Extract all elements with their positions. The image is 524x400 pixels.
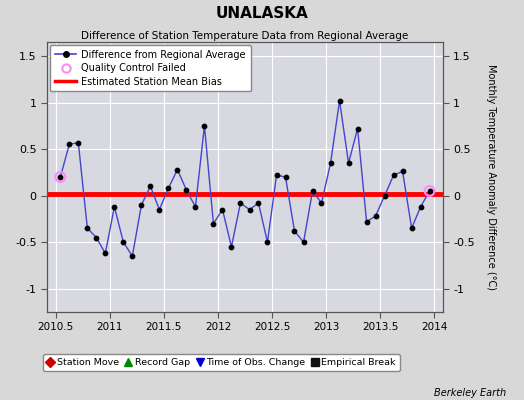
Point	[200, 122, 209, 129]
Point	[254, 200, 263, 206]
Point	[335, 98, 344, 104]
Point	[191, 204, 200, 210]
Point	[56, 174, 64, 180]
Point	[74, 139, 82, 146]
Point	[281, 174, 290, 180]
Point	[326, 160, 335, 166]
Point	[272, 172, 281, 178]
Point	[182, 187, 191, 193]
Point	[290, 228, 299, 234]
Point	[219, 206, 227, 213]
Point	[92, 234, 101, 241]
Point	[110, 204, 118, 210]
Y-axis label: Monthly Temperature Anomaly Difference (°C): Monthly Temperature Anomaly Difference (…	[486, 64, 496, 290]
Point	[56, 174, 64, 180]
Point	[425, 188, 434, 194]
Point	[209, 220, 217, 227]
Text: UNALASKA: UNALASKA	[215, 6, 309, 21]
Point	[344, 160, 353, 166]
Point	[408, 225, 416, 232]
Title: Difference of Station Temperature Data from Regional Average: Difference of Station Temperature Data f…	[81, 31, 409, 41]
Point	[65, 141, 73, 148]
Point	[425, 188, 434, 194]
Point	[128, 253, 137, 259]
Point	[398, 168, 407, 175]
Point	[137, 202, 146, 208]
Point	[353, 125, 362, 132]
Point	[146, 183, 155, 190]
Point	[372, 213, 380, 219]
Point	[173, 166, 182, 173]
Point	[245, 206, 254, 213]
Point	[236, 200, 245, 206]
Legend: Station Move, Record Gap, Time of Obs. Change, Empirical Break: Station Move, Record Gap, Time of Obs. C…	[43, 354, 400, 371]
Point	[308, 188, 316, 194]
Point	[101, 250, 110, 256]
Point	[227, 244, 236, 250]
Point	[164, 185, 172, 191]
Point	[417, 204, 425, 210]
Point	[389, 172, 398, 178]
Point	[299, 239, 308, 245]
Point	[363, 218, 371, 225]
Point	[155, 206, 163, 213]
Point	[263, 239, 271, 245]
Text: Berkeley Earth: Berkeley Earth	[433, 388, 506, 398]
Point	[119, 239, 127, 245]
Point	[318, 200, 326, 206]
Point	[380, 192, 389, 199]
Point	[83, 225, 92, 232]
